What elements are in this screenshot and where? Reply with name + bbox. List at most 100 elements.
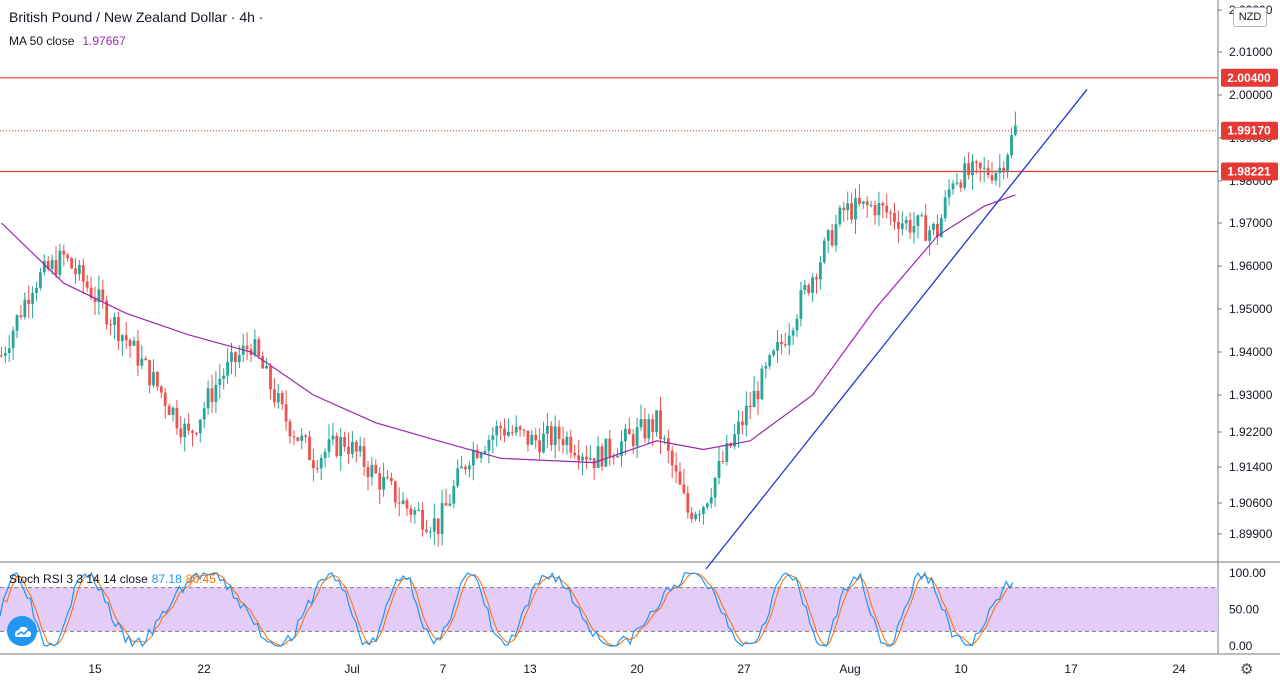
candle-body — [89, 287, 93, 299]
tradingview-logo-icon[interactable] — [7, 616, 37, 646]
candle-body — [752, 390, 756, 408]
candle — [928, 225, 931, 256]
candle — [3, 346, 7, 364]
trendline — [705, 89, 1088, 570]
candle — [912, 211, 916, 244]
candle-body — [222, 375, 226, 379]
x-tick-label: 27 — [737, 662, 751, 676]
candle — [386, 470, 389, 480]
candle — [245, 332, 249, 361]
candle-body — [19, 315, 23, 318]
candle-body — [7, 348, 11, 354]
candle — [464, 464, 467, 475]
candle-body — [358, 446, 362, 452]
candle-body — [959, 182, 963, 188]
stoch-legend[interactable]: Stoch RSI 3 3 14 14 close 87.18 80.45 — [9, 572, 216, 586]
stoch-d-value: 80.45 — [185, 572, 216, 586]
candle-body — [276, 393, 280, 403]
candle — [834, 214, 838, 252]
candles-group — [0, 111, 1017, 548]
candle-body — [159, 386, 163, 393]
y-tick-label: 1.93000 — [1229, 388, 1273, 402]
candle-body — [854, 197, 857, 220]
candle-body — [612, 456, 616, 458]
candle — [331, 422, 335, 446]
candle-body — [31, 292, 34, 304]
candle — [101, 279, 105, 309]
candle-body — [756, 390, 760, 400]
candle — [783, 333, 787, 348]
currency-badge[interactable]: NZD — [1233, 7, 1267, 27]
candle-body — [292, 436, 296, 438]
ma-label: MA 50 close — [9, 34, 75, 48]
candle-body — [998, 167, 1002, 174]
candle — [569, 429, 573, 459]
candle — [721, 451, 725, 465]
candle — [674, 452, 678, 484]
candle — [120, 333, 124, 356]
candle-body — [877, 203, 881, 216]
candle-body — [15, 315, 19, 331]
candle — [967, 152, 970, 180]
candle-body — [1010, 135, 1013, 156]
candle — [280, 390, 284, 410]
candle — [257, 336, 261, 360]
candle-body — [546, 426, 549, 434]
candle-body — [897, 221, 900, 230]
candle-body — [312, 460, 315, 469]
x-tick-label: 20 — [630, 662, 644, 676]
candle-body — [990, 175, 994, 181]
gear-icon[interactable]: ⚙ — [1240, 661, 1254, 678]
candle-body — [741, 421, 744, 426]
candle — [686, 486, 690, 519]
candle — [35, 281, 38, 302]
ma-legend[interactable]: MA 50 close 1.97667 — [9, 34, 126, 48]
y-tick-label: 1.90600 — [1229, 496, 1273, 510]
candle — [159, 385, 163, 399]
candle — [916, 214, 920, 239]
candle — [401, 491, 405, 505]
candle — [920, 212, 924, 218]
candle — [608, 429, 612, 467]
candle — [366, 460, 370, 491]
candle-body — [503, 428, 506, 436]
candle-body — [522, 429, 526, 431]
candle — [128, 338, 132, 358]
candle — [436, 518, 440, 548]
candle-body — [939, 218, 943, 238]
candle-body — [23, 299, 27, 318]
candle-body — [861, 201, 865, 204]
candle-body — [175, 407, 179, 429]
symbol-title[interactable]: British Pound / New Zealand Dollar · 4h … — [9, 9, 264, 25]
candle-body — [323, 451, 327, 458]
candle — [807, 283, 811, 296]
stoch-label: Stoch RSI 3 3 14 14 close — [9, 572, 148, 586]
candle — [136, 330, 140, 377]
candle-body — [920, 215, 924, 217]
candle — [97, 275, 101, 315]
candle — [448, 493, 452, 507]
candle-body — [39, 272, 42, 288]
candle — [351, 430, 354, 459]
candle-body — [397, 502, 401, 504]
candle-body — [202, 408, 206, 420]
candle-body — [120, 335, 124, 342]
candle — [382, 462, 385, 497]
candle — [682, 468, 686, 495]
candle-body — [296, 437, 300, 441]
candle — [651, 414, 655, 447]
candle — [1006, 152, 1009, 179]
candle-body — [994, 173, 998, 181]
candle-body — [822, 240, 826, 263]
candle — [206, 380, 210, 416]
x-tick-label: 15 — [88, 662, 102, 676]
candle-body — [932, 223, 935, 231]
candle-body — [343, 437, 346, 447]
stoch-k-line — [0, 571, 1014, 648]
candle-body — [183, 423, 187, 438]
candle — [187, 413, 190, 435]
candle — [210, 374, 214, 413]
candle-body — [826, 230, 830, 241]
